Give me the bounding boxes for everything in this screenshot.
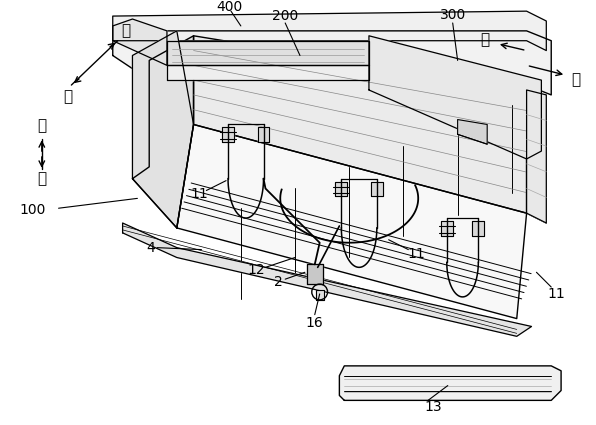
Text: 11: 11 [547,287,565,301]
Polygon shape [113,31,551,95]
Polygon shape [194,36,527,213]
Polygon shape [473,221,484,236]
Text: 11: 11 [191,187,209,201]
Polygon shape [336,181,347,196]
Polygon shape [441,221,453,236]
Text: 13: 13 [424,400,442,414]
Polygon shape [132,31,194,228]
Text: 4: 4 [146,241,154,255]
Text: 下: 下 [37,118,46,133]
Text: 上: 上 [37,171,46,186]
Text: 200: 200 [272,9,299,23]
Polygon shape [132,36,194,228]
Text: 左: 左 [572,73,581,88]
Text: 前: 前 [121,23,130,38]
Text: 100: 100 [20,203,46,217]
Polygon shape [458,119,487,144]
Polygon shape [113,19,167,65]
Text: 后: 后 [63,89,72,105]
Text: 11: 11 [407,246,425,261]
Polygon shape [167,41,369,65]
Polygon shape [307,264,322,284]
Polygon shape [527,90,547,223]
Polygon shape [371,181,383,196]
Text: 400: 400 [216,0,242,14]
Polygon shape [123,223,532,336]
Polygon shape [339,366,561,400]
Text: 16: 16 [306,315,324,329]
Polygon shape [527,90,547,223]
Polygon shape [177,125,527,319]
Text: 300: 300 [440,8,466,22]
Polygon shape [369,36,541,159]
Text: 2: 2 [274,275,283,289]
Text: 12: 12 [248,264,265,277]
Polygon shape [257,128,269,142]
Text: 右: 右 [480,32,490,47]
Polygon shape [113,11,547,51]
Polygon shape [222,128,234,142]
Polygon shape [316,290,324,300]
Polygon shape [167,65,369,80]
